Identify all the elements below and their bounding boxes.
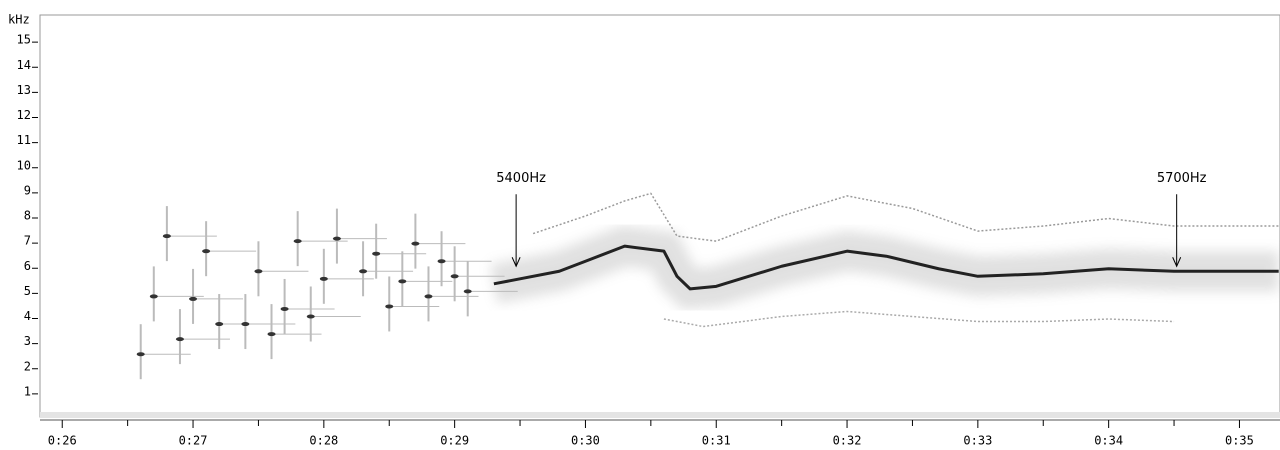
note — [385, 304, 394, 309]
y-tick-label: 15 — [17, 33, 31, 47]
y-tick-label: 13 — [17, 83, 31, 97]
y-tick-label: 14 — [17, 58, 31, 72]
note — [306, 314, 315, 319]
note — [241, 322, 250, 327]
x-tick-label: 0:26 — [48, 434, 77, 448]
note — [162, 234, 171, 239]
annotation-arrowhead — [511, 257, 521, 268]
annotation-label: 5400Hz — [496, 171, 546, 186]
note — [175, 337, 184, 342]
y-tick-label: 7 — [24, 234, 31, 248]
y-tick-label: 10 — [17, 158, 31, 172]
y-tick-label: 2 — [24, 359, 31, 373]
x-tick-label: 0:27 — [179, 434, 208, 448]
note — [411, 241, 420, 246]
y-tick-label: 4 — [24, 309, 31, 323]
y-tick-label: 12 — [17, 108, 31, 122]
x-tick-label: 0:29 — [440, 434, 469, 448]
x-tick-label: 0:30 — [571, 434, 600, 448]
x-tick-label: 0:35 — [1225, 434, 1254, 448]
note — [437, 259, 446, 264]
note — [372, 251, 381, 256]
note — [215, 322, 224, 327]
y-tick-label: 11 — [17, 133, 31, 147]
y-tick-label: 6 — [24, 259, 31, 273]
y-tick-label: 9 — [24, 183, 31, 197]
note — [254, 269, 263, 274]
annotation-label: 5700Hz — [1157, 171, 1207, 186]
note — [450, 274, 459, 279]
x-tick-label: 0:34 — [1094, 434, 1123, 448]
note — [424, 294, 433, 299]
y-axis-label: kHz — [8, 13, 30, 27]
x-tick-label: 0:32 — [833, 434, 862, 448]
note — [267, 332, 276, 337]
x-tick-label: 0:33 — [963, 434, 992, 448]
note — [398, 279, 407, 284]
note — [332, 236, 341, 241]
note — [293, 239, 302, 244]
y-tick-label: 5 — [24, 284, 31, 298]
main-trace — [493, 244, 1279, 291]
note — [463, 289, 472, 294]
y-tick-label: 3 — [24, 334, 31, 348]
x-tick-label: 0:31 — [702, 434, 731, 448]
note — [280, 306, 289, 311]
harmonic-trace — [532, 192, 1279, 242]
scroll-strip — [40, 412, 1280, 418]
plot-frame — [39, 14, 1280, 418]
harmonic-trace — [663, 310, 1175, 328]
y-tick-label: 8 — [24, 209, 31, 223]
note — [319, 276, 328, 281]
note — [136, 352, 145, 357]
annotation-arrowhead — [1172, 257, 1182, 268]
note — [202, 249, 211, 254]
y-tick-label: 1 — [24, 384, 31, 398]
note — [149, 294, 158, 299]
note — [189, 296, 198, 301]
note — [359, 269, 368, 274]
x-tick-label: 0:28 — [309, 434, 338, 448]
